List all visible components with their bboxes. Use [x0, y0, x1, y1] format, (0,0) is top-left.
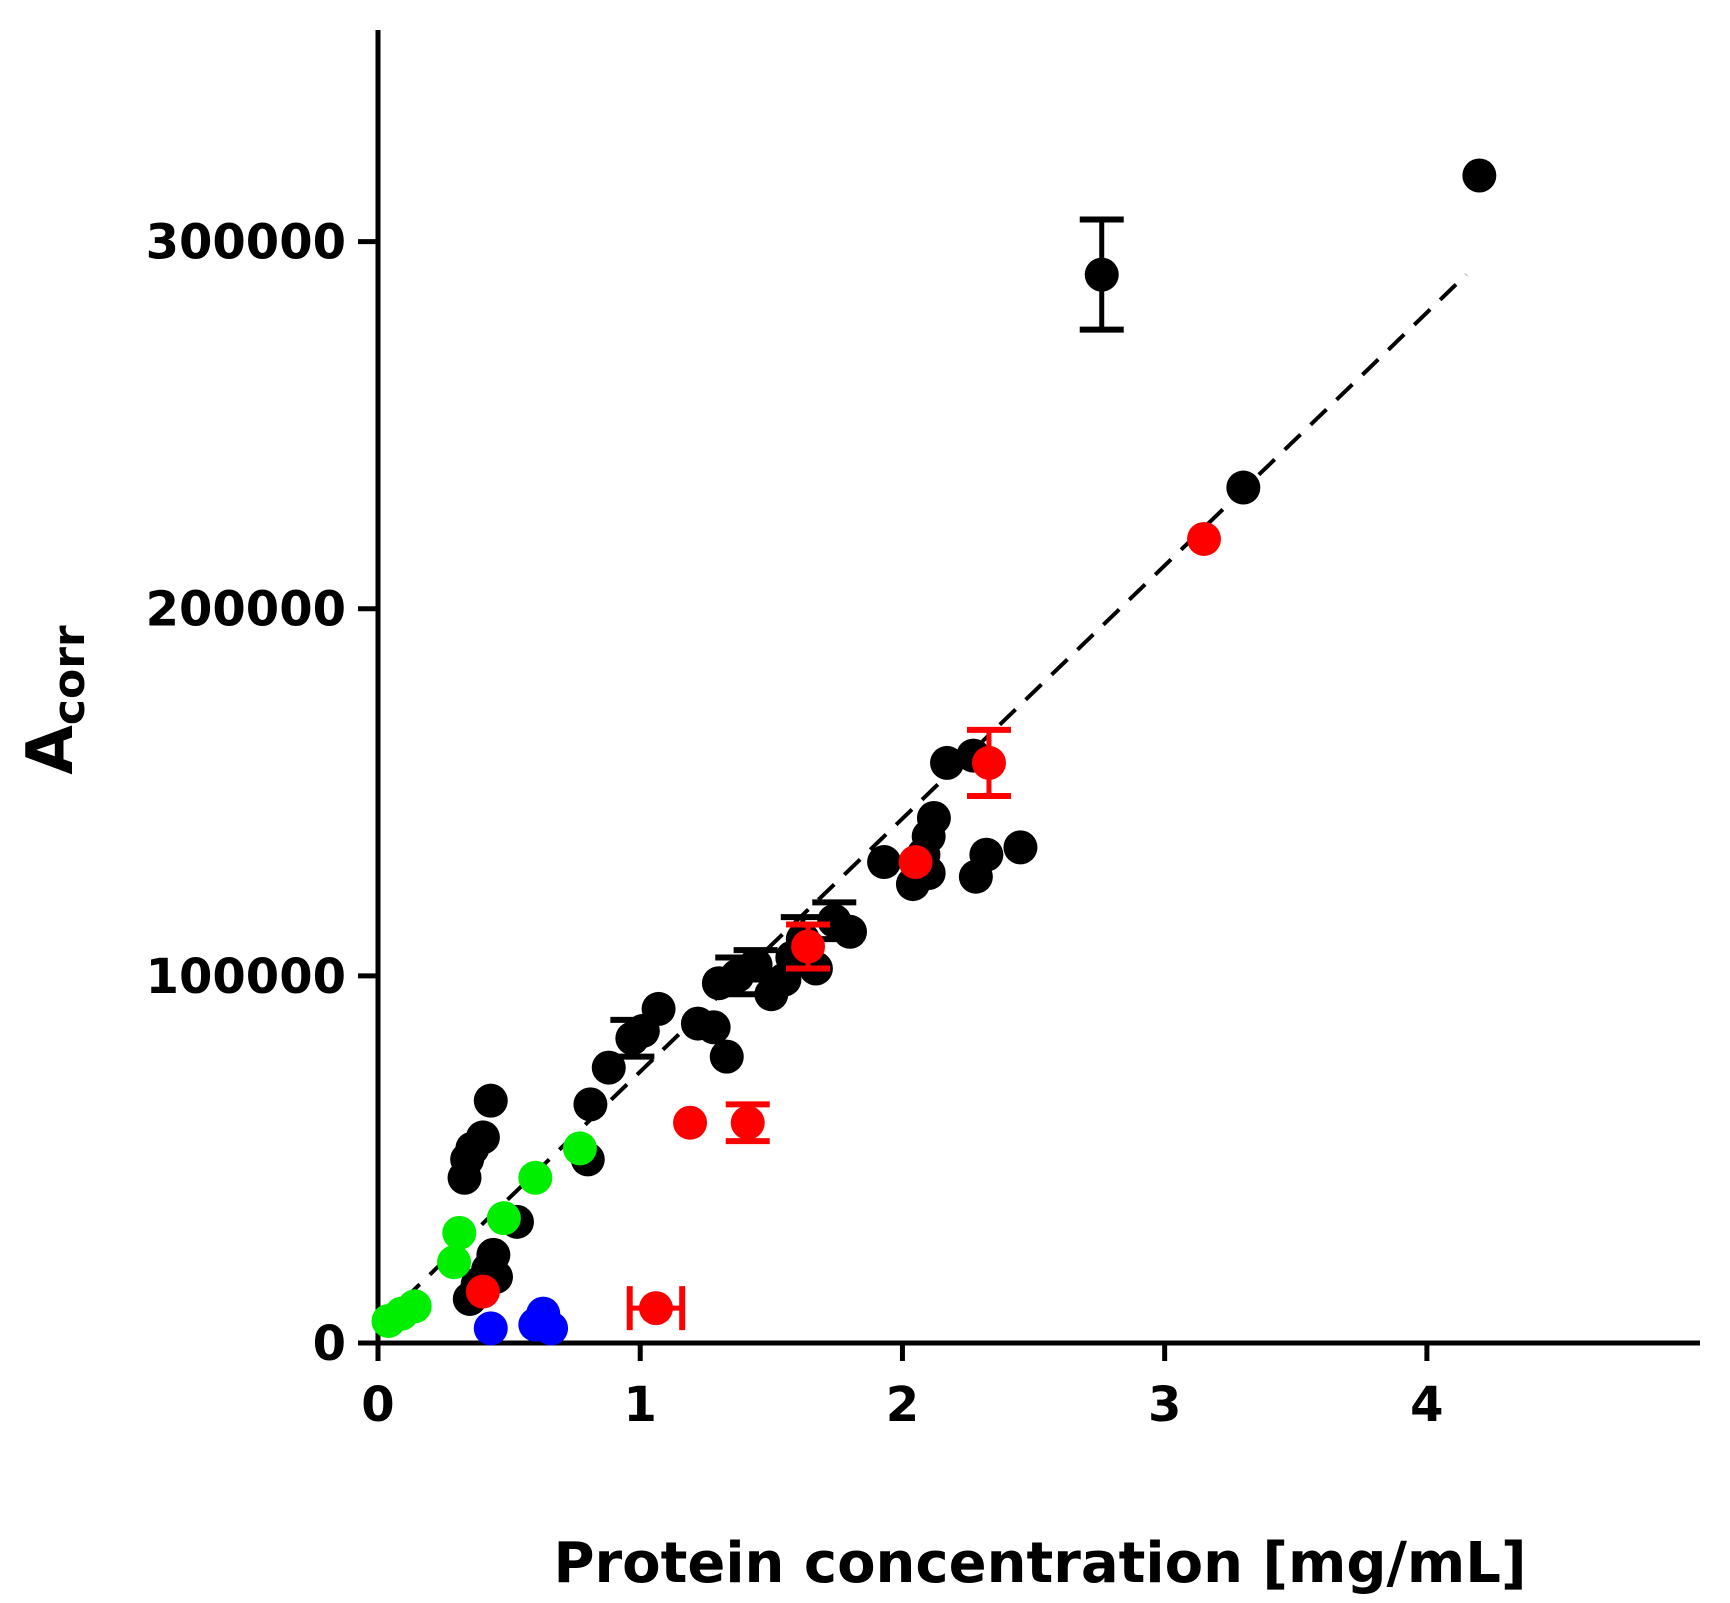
data-point [971, 745, 1006, 780]
axes: 0 1 2 3 4 0 100000 200000 300000 [146, 30, 1700, 1433]
svg-text:Acorr: Acorr [14, 625, 95, 775]
data-point [437, 1245, 472, 1280]
data-point [791, 929, 826, 964]
data-point [673, 1105, 708, 1140]
x-tick-label: 4 [1410, 1377, 1443, 1433]
data-point [833, 914, 867, 949]
data-point [1084, 257, 1119, 292]
y-tick-label: 300000 [146, 215, 346, 271]
series-green [371, 1131, 597, 1338]
data-point [1003, 830, 1038, 865]
data-point [730, 1105, 765, 1140]
data-point [898, 845, 933, 880]
x-tick-label: 2 [886, 1377, 919, 1433]
x-tick-label: 3 [1148, 1377, 1181, 1433]
data-point [573, 1087, 608, 1122]
y-tick-label: 200000 [146, 582, 346, 638]
x-tick-label: 1 [624, 1377, 657, 1433]
data-point [397, 1289, 432, 1324]
y-tick-label: 100000 [146, 949, 346, 1005]
data-point [916, 800, 951, 835]
y-axis-label-main: A [14, 725, 88, 775]
data-point [696, 1010, 731, 1045]
y-axis-label: Acorr [14, 625, 95, 775]
series-blue [473, 1296, 569, 1346]
x-axis-label: Protein concentration [mg/mL] [553, 1531, 1526, 1596]
data-point [930, 745, 965, 780]
data-point [867, 845, 902, 880]
data-point [738, 947, 773, 982]
data-point [476, 1237, 511, 1272]
data-point [638, 1291, 673, 1326]
fit-line-group [376, 273, 1468, 1327]
data-point [969, 837, 1004, 872]
data-point [465, 1120, 500, 1155]
data-point [442, 1215, 477, 1250]
data-point [518, 1160, 553, 1195]
data-point [1226, 470, 1261, 505]
data-point [709, 1039, 744, 1074]
data-point [1462, 158, 1497, 193]
data-point [473, 1311, 508, 1346]
data-point [641, 991, 676, 1026]
series-red [465, 521, 1221, 1331]
y-axis-label-subscript: corr [44, 625, 95, 725]
data-point [473, 1083, 508, 1118]
data-point [486, 1201, 521, 1236]
data-points [371, 158, 1497, 1346]
data-point [562, 1131, 597, 1166]
series-black [447, 158, 1497, 1316]
data-point [1187, 521, 1221, 556]
data-point [465, 1274, 500, 1309]
fit-line [376, 273, 1468, 1327]
data-point [534, 1311, 569, 1346]
y-tick-label: 0 [313, 1316, 346, 1372]
x-tick-label: 0 [361, 1377, 394, 1433]
